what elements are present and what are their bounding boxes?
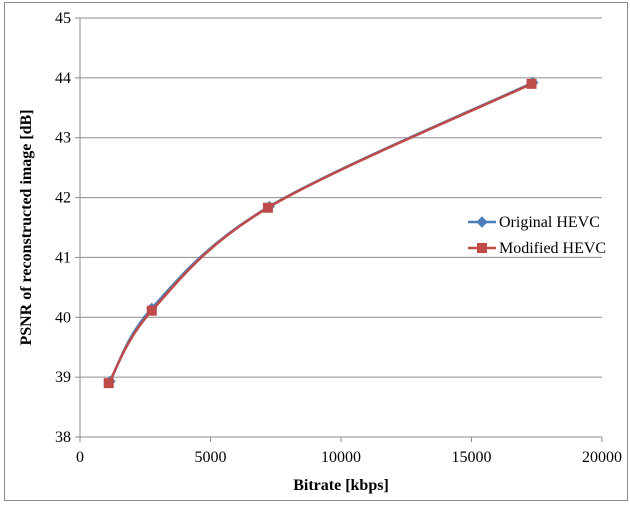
legend-diamond-icon [476, 216, 488, 228]
y-tick-label: 43 [55, 130, 71, 147]
legend: Original HEVC Modified HEVC [468, 214, 606, 257]
series-modified-hevc [103, 78, 537, 389]
x-axis-label: Bitrate [kbps] [293, 477, 389, 494]
legend-label: Original HEVC [499, 214, 600, 231]
series-original-hevc [104, 76, 539, 388]
square-point [526, 78, 537, 89]
x-tick-label: 20000 [582, 449, 622, 466]
y-axis-label: PSNR of reconstructed image [dB] [18, 109, 35, 345]
x-tick-label: 10000 [321, 449, 361, 466]
y-tick-label: 39 [55, 369, 71, 386]
x-tick-label: 5000 [195, 449, 227, 466]
series-line [107, 82, 533, 384]
y-tick-label: 40 [55, 309, 71, 326]
y-tick-label: 41 [55, 249, 71, 266]
gridlines [80, 17, 602, 378]
y-tick-label: 42 [55, 190, 71, 207]
square-point [103, 378, 114, 389]
square-point [262, 202, 273, 213]
series-group [103, 76, 539, 389]
tick-labels: 38 39 40 41 42 43 44 45 0 5000 10000 15000 20000 [55, 10, 622, 466]
square-point [146, 305, 157, 316]
series-line [108, 81, 534, 382]
legend-label: Modified HEVC [499, 240, 606, 257]
legend-item: Modified HEVC [468, 240, 606, 257]
y-tick-label: 45 [55, 10, 71, 27]
y-tick-label: 44 [55, 70, 71, 87]
x-tick-label: 0 [76, 449, 84, 466]
legend-square-icon [477, 243, 487, 253]
chart-frame [4, 2, 628, 501]
axes [75, 17, 603, 442]
legend-item: Original HEVC [468, 214, 600, 231]
x-tick-label: 15000 [452, 449, 492, 466]
y-tick-label: 38 [55, 429, 71, 446]
